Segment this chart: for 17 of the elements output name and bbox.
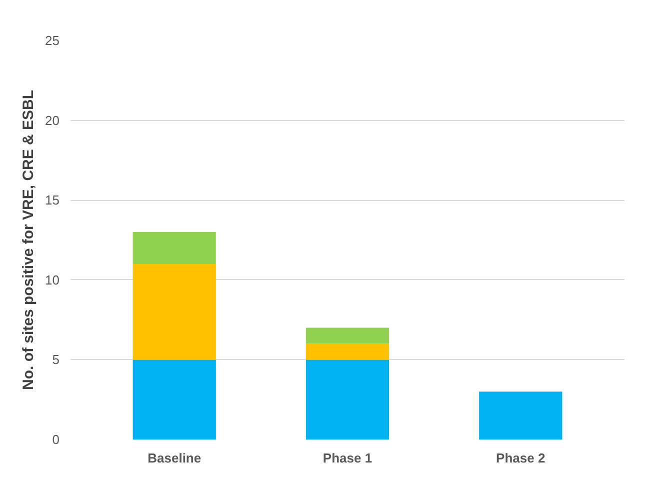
bar — [132, 232, 216, 264]
x-tick-label: Phase 1 — [322, 450, 372, 466]
bar — [132, 360, 216, 440]
y-tick-label: 20 — [45, 112, 60, 128]
y-tick-label: 15 — [45, 192, 60, 208]
y-axis-title: No. of sites positive for VRE, CRE & ESBL — [20, 90, 38, 390]
y-tick-label: 5 — [52, 352, 60, 368]
x-tick-label: Baseline — [148, 450, 202, 466]
y-tick-label: 10 — [45, 272, 60, 288]
bar — [306, 360, 390, 440]
bar — [479, 392, 562, 440]
bar — [306, 344, 390, 360]
y-tick-label: 0 — [52, 432, 60, 447]
bar — [306, 328, 390, 344]
bar — [132, 264, 216, 360]
x-tick-label: Phase 2 — [496, 450, 546, 466]
y-tick-label: 25 — [45, 33, 60, 48]
